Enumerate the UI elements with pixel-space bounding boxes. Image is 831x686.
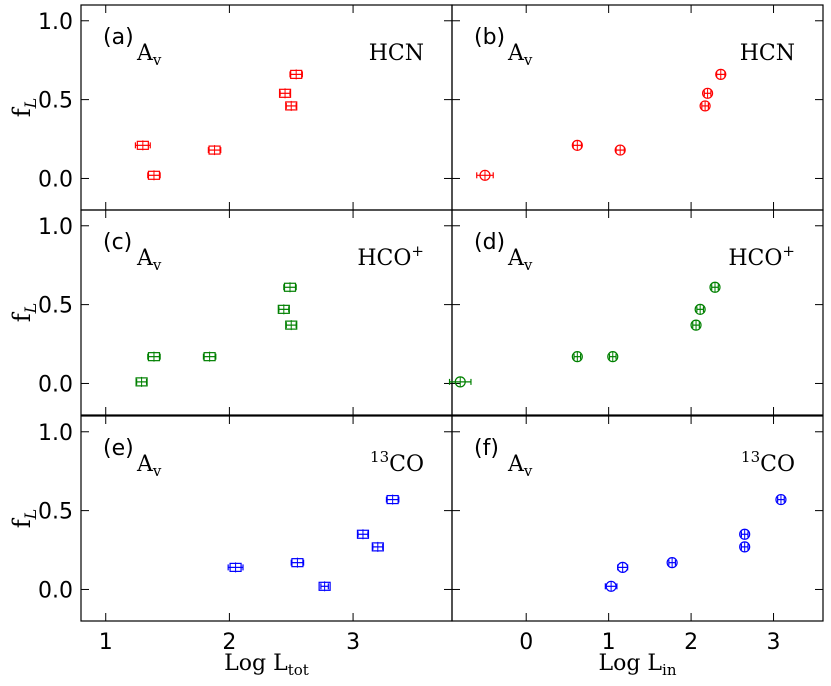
- tracer-label: HCO+: [728, 242, 795, 271]
- data-point: [571, 139, 583, 151]
- x-axis-label: Log Ltot: [224, 651, 309, 679]
- data-point: [356, 529, 370, 540]
- data-point: [318, 581, 331, 592]
- data-point: [147, 170, 161, 181]
- data-point: [289, 69, 303, 80]
- panel-d: (d)Av HCO+: [448, 209, 824, 416]
- y-tick-label: 1.0: [38, 421, 73, 446]
- y-axis-label: fL: [8, 303, 40, 323]
- av-label: Av: [507, 452, 533, 480]
- y-axis-label: fL: [8, 98, 40, 118]
- tracer-label: 13CO: [741, 448, 795, 477]
- x-tick-label: 1: [99, 630, 113, 655]
- av-label: Av: [136, 41, 162, 69]
- tracer-label: HCN: [740, 41, 795, 66]
- panel-e: 0.0 0.5 1.0 1 2 3 (e)Av 13CO: [38, 415, 453, 655]
- data-point: [617, 561, 629, 573]
- panel-b-frame: [451, 4, 824, 211]
- data-point: [571, 351, 583, 363]
- x-tick-label: 3: [346, 630, 360, 655]
- panel-tag: (d): [474, 230, 505, 255]
- data-point: [134, 140, 151, 151]
- data-point: [371, 541, 384, 552]
- data-point: [699, 100, 711, 112]
- y-tick-label: 0.5: [38, 500, 73, 525]
- data-point: [690, 319, 702, 331]
- data-point: [385, 494, 400, 505]
- av-label: Av: [136, 246, 162, 274]
- data-point: [604, 580, 618, 592]
- panel-a-frame: [80, 4, 453, 211]
- data-point: [607, 351, 619, 363]
- data-point: [147, 351, 161, 362]
- data-point: [775, 493, 787, 506]
- x-tick-label: 1: [602, 630, 616, 655]
- x-tick-label: 0: [519, 630, 533, 655]
- data-point: [614, 144, 626, 156]
- data-point: [283, 282, 297, 293]
- data-point: [666, 557, 678, 569]
- data-point: [227, 562, 244, 573]
- y-axis-label: fL: [8, 509, 40, 529]
- data-point: [715, 68, 727, 80]
- y-tick-label: 0.0: [38, 372, 73, 397]
- panel-b: (b)Av HCN: [451, 4, 824, 211]
- data-point: [278, 88, 292, 99]
- data-point: [739, 528, 751, 540]
- data-point: [290, 557, 305, 568]
- panel-c: 0.0 0.5 1.0 (c)Av HCO+: [38, 209, 453, 416]
- data-point: [701, 87, 714, 99]
- panel-f: 0 1 2 3 (f) Av 13CO: [451, 415, 824, 655]
- data-point: [277, 304, 290, 315]
- y-tick-label: 0.5: [38, 89, 73, 114]
- y-tick-label: 0.0: [38, 167, 73, 192]
- data-point: [135, 376, 148, 387]
- panel-d-frame: [451, 209, 824, 416]
- data-point: [739, 541, 751, 553]
- y-tick-label: 1.0: [38, 10, 73, 35]
- data-point: [202, 351, 217, 362]
- panel-a: 0.0 0.5 1.0 (a)Av HCN: [38, 4, 453, 211]
- data-point: [709, 281, 721, 293]
- panel-tag: (c): [103, 230, 132, 255]
- data-point: [694, 303, 706, 315]
- y-tick-label: 1.0: [38, 215, 73, 240]
- x-tick-label: 3: [767, 630, 781, 655]
- panel-f-frame: [451, 415, 824, 622]
- av-label: Av: [507, 41, 533, 69]
- panel-e-frame: [80, 415, 453, 622]
- x-tick-label: 2: [684, 630, 698, 655]
- tracer-label: HCO+: [357, 242, 424, 271]
- panel-tag: (f): [474, 436, 499, 461]
- x-tick-label: 2: [222, 630, 236, 655]
- data-point: [285, 320, 298, 331]
- x-axis-label: Log Lin: [598, 651, 676, 679]
- y-tick-label: 0.0: [38, 578, 73, 603]
- panel-tag: (a): [103, 25, 134, 50]
- panel-tag: (e): [103, 436, 134, 461]
- tracer-label: HCN: [369, 41, 424, 66]
- tracer-label: 13CO: [370, 448, 424, 477]
- panel-tag: (b): [474, 25, 505, 50]
- y-tick-label: 0.5: [38, 294, 73, 319]
- av-label: Av: [507, 246, 533, 274]
- data-point: [448, 376, 472, 388]
- data-point: [285, 100, 298, 111]
- data-point: [476, 169, 494, 181]
- av-label: Av: [136, 452, 162, 480]
- data-point: [207, 145, 222, 156]
